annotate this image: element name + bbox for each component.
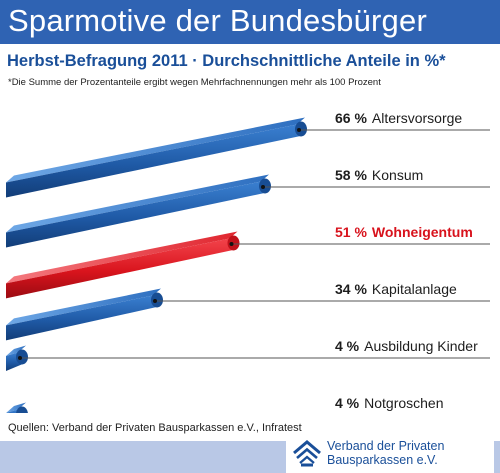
source-note: Quellen: Verband der Privaten Bausparkas…: [8, 422, 302, 434]
label-bg-wohneigentum: [329, 223, 490, 242]
chart-title: Sparmotive der Bundesbürger: [8, 3, 427, 38]
publisher-logo: Verband der Privaten Bausparkassen e.V.: [286, 436, 494, 473]
label-bg-konsum: [329, 166, 490, 185]
bar-top-wohneigentum: [6, 231, 238, 284]
category-label-altersvorsorge: Altersvorsorge: [372, 110, 462, 126]
label-bg-kapitalanlage: [329, 280, 490, 299]
value-label-wohneigentum: 51 %: [335, 224, 367, 240]
bar-top-notgroschen: [6, 402, 26, 413]
chart-subtitle: Herbst-Befragung 2011 · Durchschnittlich…: [7, 52, 446, 70]
bar-top-kapitalanlage: [6, 288, 161, 326]
bar-end-altersvorsorge: [295, 121, 307, 137]
footnote: *Die Summe der Prozentanteile ergibt weg…: [8, 77, 381, 88]
bar-kapitalanlage: [6, 295, 159, 341]
label-konsum: 58 % Konsum: [335, 167, 423, 183]
bar-konsum: [6, 181, 267, 248]
logo-line-2: Bausparkassen e.V.: [327, 453, 438, 467]
bar-end-wohneigentum: [227, 235, 240, 251]
label-altersvorsorge: 66 % Altersvorsorge: [335, 110, 462, 126]
label-wohneigentum: 51 % Wohneigentum: [335, 224, 473, 240]
bar-top-altersvorsorge: [6, 117, 305, 183]
value-label-altersvorsorge: 66 %: [335, 110, 367, 126]
bars-group: 66 % Altersvorsorge 58 % Konsum 51 % Wohneige…: [6, 109, 490, 413]
leader-dot-konsum: [261, 185, 265, 189]
label-notgroschen: 4 % Notgroschen: [335, 395, 444, 411]
title-band: Sparmotive der Bundesbürger: [0, 0, 500, 44]
label-bg-altersvorsorge: [329, 109, 490, 128]
logo-line-1: Verband der Privaten: [327, 439, 445, 453]
value-label-kapitalanlage: 34 %: [335, 281, 367, 297]
bar-end-ausbildung-kinder: [16, 349, 28, 365]
bar-end-notgroschen: [16, 406, 28, 413]
category-label-wohneigentum: Wohneigentum: [372, 224, 473, 240]
category-label-kapitalanlage: Kapitalanlage: [372, 281, 457, 297]
value-label-notgroschen: 4 %: [335, 395, 360, 411]
house-roof-icon: [293, 440, 321, 467]
label-kapitalanlage: 34 % Kapitalanlage: [335, 281, 457, 297]
bar-top-ausbildung-kinder: [6, 345, 26, 357]
bar-chart: 66 % Altersvorsorge 58 % Konsum 51 % Wohneige…: [6, 109, 490, 413]
leader-dot-wohneigentum: [229, 242, 234, 246]
bar-top-konsum: [6, 174, 269, 233]
category-label-notgroschen: Notgroschen: [364, 395, 443, 411]
leader-dot-ausbildung-kinder: [18, 356, 22, 360]
value-label-konsum: 58 %: [335, 167, 367, 183]
bar-altersvorsorge: [6, 124, 303, 198]
category-label-ausbildung-kinder: Ausbildung Kinder: [364, 338, 478, 354]
bar-end-kapitalanlage: [151, 292, 163, 308]
category-label-konsum: Konsum: [372, 167, 423, 183]
label-ausbildung-kinder: 4 % Ausbildung Kinder: [335, 338, 478, 354]
bar-wohneigentum: [6, 238, 236, 299]
leader-dot-altersvorsorge: [297, 128, 301, 132]
value-label-ausbildung-kinder: 4 %: [335, 338, 360, 354]
leader-dot-kapitalanlage: [153, 299, 157, 303]
bar-end-konsum: [259, 178, 271, 194]
label-bg-notgroschen: [329, 394, 490, 413]
label-bg-ausbildung-kinder: [329, 337, 490, 356]
